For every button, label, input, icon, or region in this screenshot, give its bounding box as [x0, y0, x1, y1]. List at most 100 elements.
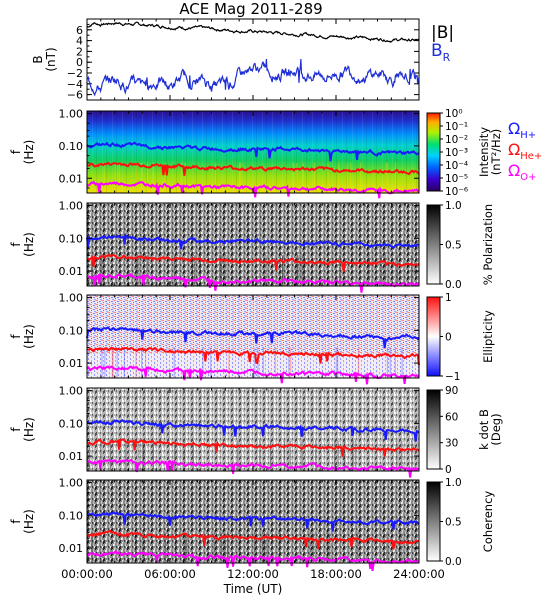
spectrogram-streak	[146, 162, 149, 193]
colorbar-tick-label: 10⁻²	[445, 134, 468, 146]
x-tick-label: 00:00:00	[61, 567, 113, 581]
y-tick-label: 0.10	[59, 232, 84, 245]
colorbar	[426, 481, 441, 562]
y-axis-label: f	[9, 427, 23, 432]
colorbar-tick-label: 10⁻¹	[445, 121, 468, 133]
y-axis-label: f	[9, 519, 23, 524]
spectrogram-streak	[145, 347, 147, 378]
spectrogram-streak	[274, 347, 276, 378]
x-tick-label: 24:00:00	[393, 567, 445, 581]
spectrogram-streak	[254, 532, 256, 563]
gyro-h-line	[86, 141, 420, 162]
spectrogram-streak	[357, 347, 360, 378]
y-tick-label: 6	[76, 24, 83, 37]
spectrogram-streak	[281, 255, 284, 286]
spectrogram-streak	[141, 347, 143, 378]
spectrogram-streak	[296, 162, 298, 193]
spectrogram-streak	[352, 440, 354, 471]
y-axis-label: f	[9, 242, 23, 247]
y-tick-label: 0.01	[59, 172, 84, 185]
y-axis-label: f	[9, 334, 23, 339]
y-axis-unit: (Hz)	[22, 324, 36, 349]
spectrogram-streak	[100, 440, 102, 471]
spectrogram-streak	[354, 440, 356, 471]
colorbar-tick-label: 10⁻⁵	[445, 173, 468, 185]
spectrogram-streak	[184, 532, 187, 563]
spectrogram-streak	[185, 532, 187, 563]
colorbar	[426, 389, 441, 470]
spectrogram-streak	[135, 162, 137, 193]
spectrogram-streak	[303, 255, 305, 286]
spectrogram-streak	[116, 347, 118, 378]
spectrogram-streak	[368, 255, 370, 286]
spectrogram-streak	[297, 255, 299, 286]
spectrogram-streak	[338, 162, 340, 193]
x-tick-label: 06:00:00	[144, 567, 196, 581]
y-axis-unit: (Hz)	[22, 509, 36, 534]
gyro-he-line	[86, 346, 420, 366]
spectrogram-streak	[146, 255, 148, 286]
spectrogram-streak	[386, 532, 388, 563]
spectrogram-streak	[220, 255, 223, 286]
y-tick-label: −4	[67, 78, 83, 91]
colorbar-tick-label: 10⁻⁶	[445, 186, 468, 198]
spectrogram-streak	[357, 532, 359, 563]
spectrogram-streak	[301, 255, 303, 286]
spectrogram-streak	[269, 440, 272, 471]
colorbar-unit: (nT²/Hz)	[489, 129, 503, 175]
colorbar-label: % Polarization	[481, 204, 495, 285]
spectrogram-streak	[401, 347, 403, 378]
colorbar-label: Coherency	[481, 491, 495, 553]
spectrogram-streak	[254, 347, 256, 378]
y-axis-label: f	[9, 149, 23, 154]
spectrogram-streak	[174, 440, 176, 471]
spectrogram-streak	[135, 532, 137, 563]
y-tick-label: 1.00	[59, 477, 84, 490]
spectrogram-streak	[141, 162, 143, 193]
gyro-symbol: Ω	[508, 161, 520, 180]
colorbar-tick-label: 1	[445, 292, 452, 304]
spectrogram-streak	[313, 532, 315, 563]
spectrogram-streak	[215, 162, 217, 193]
spectrogram-streak	[142, 440, 144, 471]
spectrogram-streak	[199, 255, 201, 286]
y-tick-label: 1.00	[59, 108, 84, 121]
spectrogram-streak	[386, 347, 388, 378]
spectrogram-streak	[221, 532, 223, 563]
colorbar-label: Ellipticity	[481, 310, 495, 363]
colorbar-tick-label: 30	[445, 438, 458, 450]
y-tick-label: 0.01	[59, 357, 84, 370]
spectrogram-streak	[410, 255, 413, 286]
spectrogram-streak	[265, 255, 267, 286]
spectrogram-streak	[261, 532, 264, 563]
spectrogram-streak	[346, 162, 348, 193]
spectrogram-streak	[143, 440, 145, 471]
spectrogram-streak	[225, 255, 227, 286]
spectrogram-streak	[297, 255, 299, 286]
spectrogram-streak	[394, 162, 396, 193]
gyro-symbol: Ω	[508, 119, 520, 138]
series-bmag-line	[86, 21, 420, 43]
gyro-subscript: O+	[520, 172, 536, 183]
legend-br: BR	[431, 41, 451, 64]
y-axis-unit: (Hz)	[22, 232, 36, 257]
spectrogram-streak	[339, 255, 341, 286]
spectrogram-streak	[164, 532, 166, 563]
spectrogram-streak	[262, 347, 264, 378]
x-axis-label: Time (UT)	[223, 582, 283, 596]
spectrogram-streak	[116, 162, 118, 193]
gyro-legend-he: ΩHe+	[508, 140, 542, 162]
y-tick-label: 2	[76, 45, 83, 58]
spectrogram-streak	[396, 255, 398, 286]
spectrogram-streak	[290, 347, 292, 378]
spectrogram-streak	[210, 347, 212, 378]
spectrogram-streak	[313, 162, 315, 193]
spectrogram-streak	[125, 440, 127, 471]
y-tick-label: 0	[76, 56, 83, 69]
spectrogram-streak	[224, 532, 226, 563]
spectrogram-streak	[394, 347, 396, 378]
y-tick-label: 0.01	[59, 265, 84, 278]
y-tick-label: 0.10	[59, 140, 84, 153]
gyro-h-line	[86, 418, 420, 442]
